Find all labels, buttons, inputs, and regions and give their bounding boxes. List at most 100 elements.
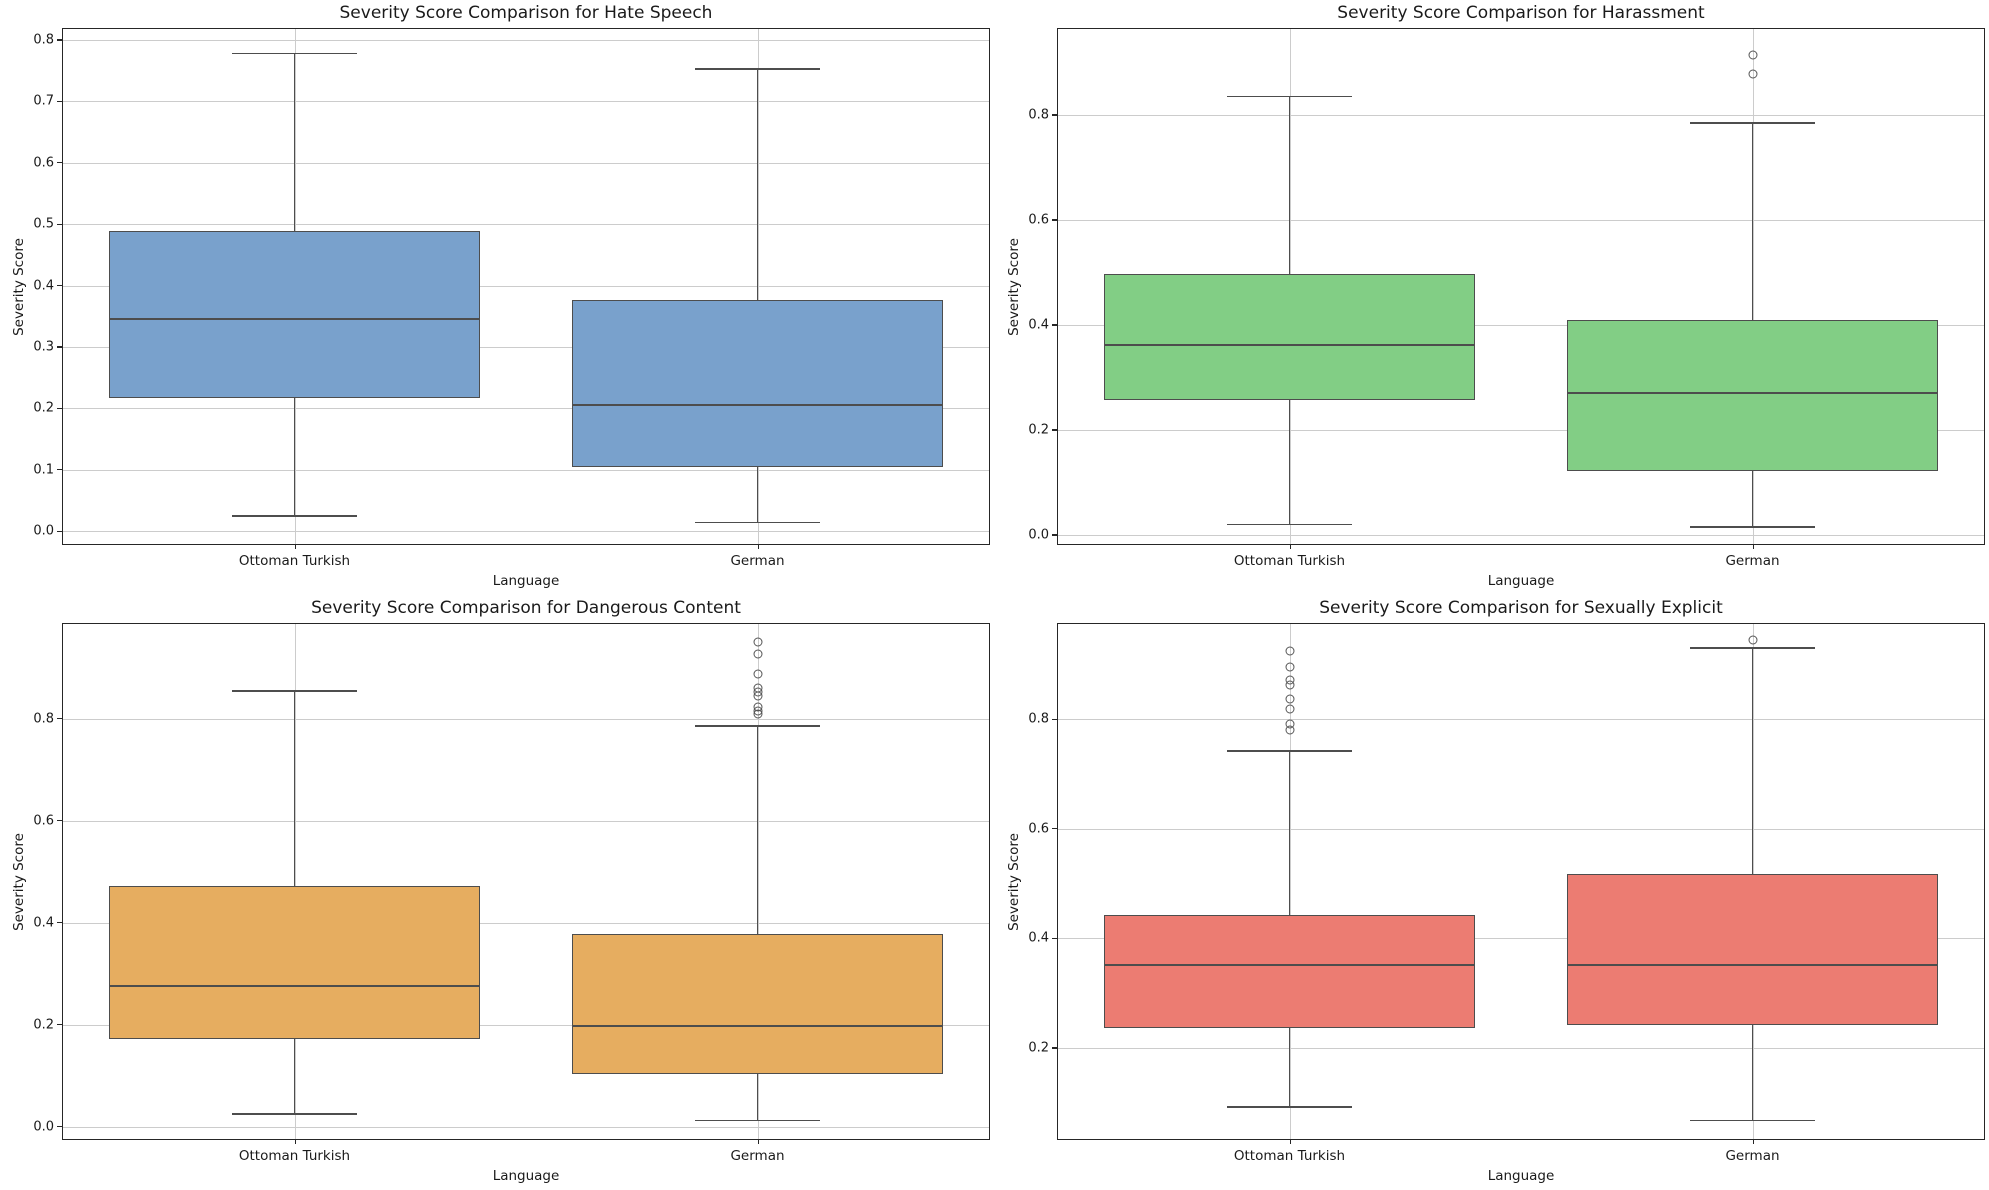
y-axis-label: Severity Score <box>1006 237 1023 336</box>
whisker-upper <box>293 53 296 231</box>
whisker-lower <box>293 1039 296 1114</box>
whisker-upper <box>1751 122 1754 320</box>
y-tick-label: 0.4 <box>1028 317 1049 333</box>
cap-upper <box>694 68 820 70</box>
cap-upper <box>1226 750 1352 752</box>
outlier-point <box>1285 694 1294 703</box>
whisker-lower <box>756 1074 759 1121</box>
y-gridline <box>63 101 989 103</box>
outlier-point <box>1748 635 1757 645</box>
y-tick-mark <box>57 469 63 471</box>
plot-title: Severity Score Comparison for Harassment <box>1337 3 1705 23</box>
axes-dangerous-content: Severity Score Comparison for Dangerous … <box>11 598 990 1184</box>
y-gridline <box>63 1126 989 1128</box>
y-gridline <box>63 224 989 226</box>
y-gridline <box>1058 325 1984 327</box>
y-tick-mark <box>57 922 63 924</box>
y-tick-label: 0.0 <box>33 523 54 539</box>
y-tick-mark <box>57 1126 63 1128</box>
x-tick-mark <box>294 544 296 549</box>
y-axis-label: Severity Score <box>11 832 28 931</box>
y-gridline <box>1058 535 1984 537</box>
whisker-lower <box>1288 399 1291 525</box>
outlier-point <box>1285 704 1294 714</box>
y-gridline <box>1058 938 1984 940</box>
y-tick-mark <box>57 39 63 41</box>
subplot-sexually-explicit: Severity Score Comparison for Sexually E… <box>995 595 1989 1190</box>
outlier-point <box>1748 50 1757 60</box>
x-tick-label: German <box>730 553 785 569</box>
x-tick-label: Ottoman Turkish <box>1233 1148 1346 1164</box>
x-tick-mark <box>1752 1139 1754 1144</box>
x-tick-mark <box>1752 544 1754 549</box>
box <box>1104 914 1475 1029</box>
y-gridline <box>63 820 989 822</box>
y-gridline <box>63 162 989 164</box>
y-tick-label: 0.8 <box>1028 107 1049 123</box>
outlier-point <box>1285 662 1294 672</box>
axes-hate-speech: Severity Score Comparison for Hate Speec… <box>11 3 990 589</box>
outlier-point <box>753 637 762 647</box>
cap-lower <box>231 1113 357 1115</box>
x-tick-mark <box>757 1139 759 1144</box>
whisker-lower <box>1288 1028 1291 1108</box>
median-line <box>572 404 943 407</box>
x-tick-mark <box>294 1139 296 1144</box>
y-tick-label: 0.7 <box>33 93 54 109</box>
y-axis-label: Severity Score <box>11 237 28 336</box>
x-axis-label: Language <box>1487 1168 1555 1184</box>
subplot-dangerous-content: Severity Score Comparison for Dangerous … <box>0 595 994 1190</box>
x-tick-label: Ottoman Turkish <box>238 1148 351 1164</box>
subplot-hate-speech: Severity Score Comparison for Hate Speec… <box>0 0 994 595</box>
box <box>109 886 480 1040</box>
median-line <box>1567 392 1938 395</box>
y-tick-label: 0.6 <box>33 155 54 171</box>
whisker-upper <box>756 68 759 301</box>
box <box>1104 274 1475 400</box>
y-gridline <box>63 346 989 348</box>
cap-lower <box>1226 1106 1352 1108</box>
x-tick-mark <box>1289 544 1291 549</box>
y-tick-label: 0.2 <box>33 1017 54 1033</box>
subplot-harassment: Severity Score Comparison for Harassment… <box>995 0 1989 595</box>
y-tick-mark <box>1052 718 1058 720</box>
x-tick-label: German <box>1725 1148 1780 1164</box>
cap-upper <box>1226 95 1352 98</box>
y-gridline <box>63 531 989 533</box>
y-tick-label: 0.2 <box>1028 1040 1049 1056</box>
x-tick-mark <box>1289 1139 1291 1144</box>
cap-upper <box>1689 122 1815 124</box>
y-tick-mark <box>57 407 63 409</box>
y-tick-mark <box>1052 219 1058 221</box>
y-tick-label: 0.8 <box>33 32 54 48</box>
cap-lower <box>231 515 357 517</box>
y-tick-label: 0.2 <box>1028 422 1049 438</box>
outlier-point <box>753 669 762 679</box>
y-tick-mark <box>1052 828 1058 830</box>
box <box>572 934 943 1075</box>
whisker-lower <box>1751 1025 1754 1121</box>
outlier-point <box>753 691 762 701</box>
plot-title: Severity Score Comparison for Hate Speec… <box>339 3 713 23</box>
y-tick-label: 0.1 <box>33 462 54 478</box>
median-line <box>1567 964 1938 967</box>
y-tick-mark <box>57 346 63 348</box>
y-tick-label: 0.6 <box>1028 821 1049 837</box>
cap-lower <box>694 521 820 524</box>
y-tick-mark <box>1052 429 1058 431</box>
axes-sexually-explicit: Severity Score Comparison for Sexually E… <box>1006 598 1985 1184</box>
y-tick-mark <box>1052 534 1058 536</box>
whisker-lower <box>756 466 759 523</box>
whisker-upper <box>1288 96 1291 275</box>
y-gridline <box>63 922 989 924</box>
y-tick-mark <box>1052 324 1058 326</box>
cap-lower <box>694 1119 820 1122</box>
x-tick-label: Ottoman Turkish <box>238 553 351 569</box>
median-line <box>572 1025 943 1028</box>
y-gridline <box>63 285 989 287</box>
y-tick-mark <box>57 1024 63 1026</box>
y-gridline <box>63 469 989 471</box>
y-tick-mark <box>57 284 63 287</box>
whisker-lower <box>1751 471 1754 528</box>
y-tick-label: 0.0 <box>1028 527 1049 543</box>
